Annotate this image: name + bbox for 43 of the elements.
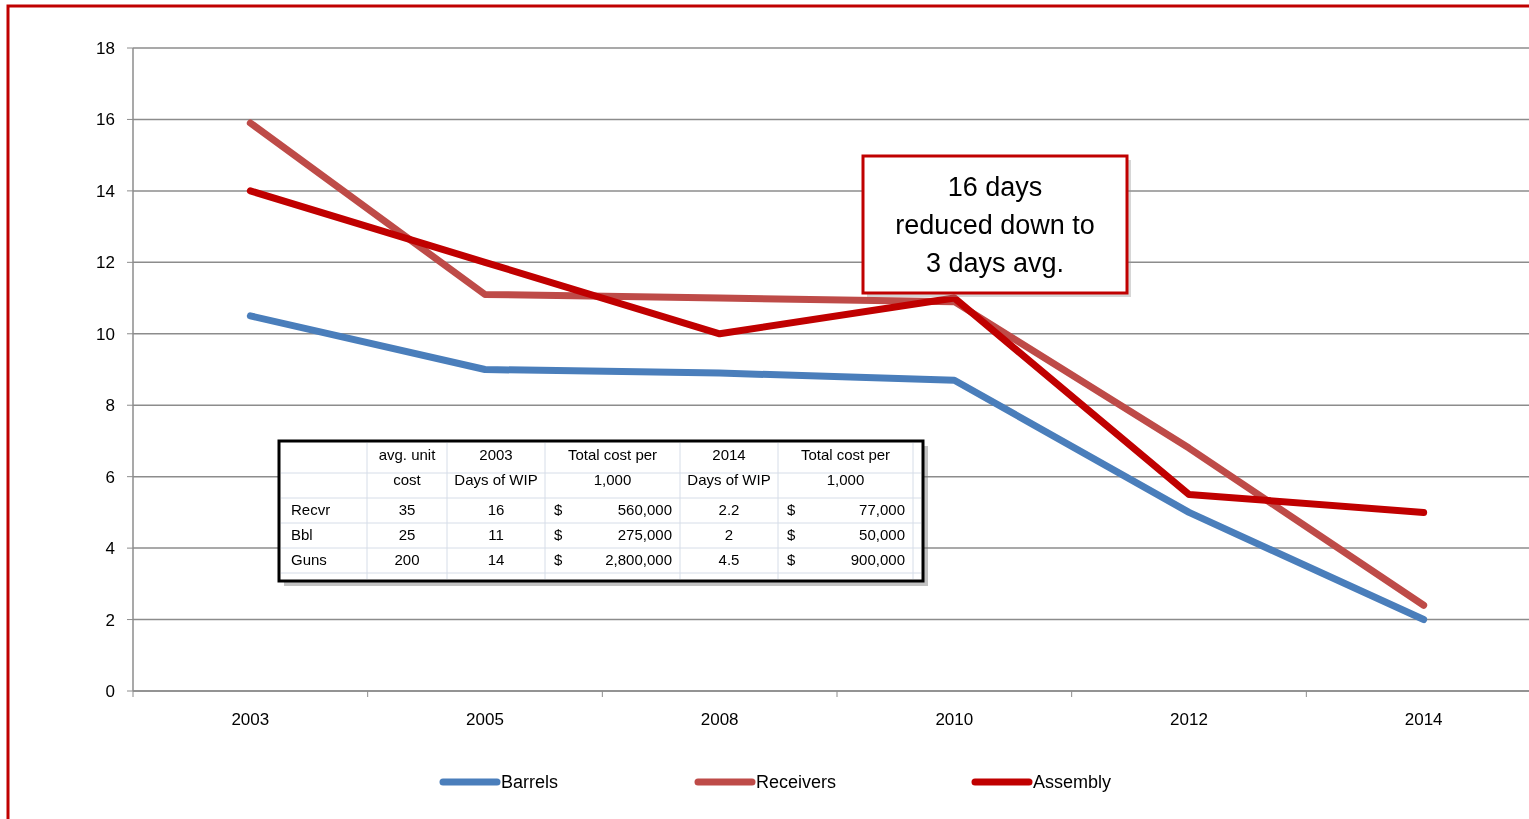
category-label: Total cost per 1,000 — [567, 446, 658, 488]
x-tick-label: 2003 — [231, 710, 270, 729]
text: $ 275,000 — [554, 526, 672, 543]
text: $ 900,000 — [787, 551, 905, 568]
text: $ 77,000 — [787, 501, 905, 518]
category-label: Bbl — [291, 526, 313, 543]
x-tick-label: 2005 — [466, 710, 504, 729]
category-label: avg. unit cost — [378, 446, 437, 488]
y-tick-label: 16 — [96, 110, 115, 130]
y-tick-label: 0 — [105, 681, 115, 701]
y-tick-label: 4 — [105, 539, 115, 559]
category-label: Guns — [291, 551, 327, 568]
text: 14 — [487, 551, 505, 568]
legend-label: Assembly — [1033, 772, 1112, 793]
category-label: Total cost per 1,000 — [800, 446, 891, 488]
text: 16 — [487, 501, 505, 518]
text: 11 — [488, 526, 504, 543]
text: 35 — [398, 501, 416, 518]
category-label: 2003 Days of WIP — [454, 446, 538, 488]
text: 2.2 — [718, 501, 740, 518]
legend-label: Receivers — [756, 772, 837, 793]
category-label: Recvr — [291, 501, 331, 518]
legend-label: Barrels — [501, 772, 559, 793]
y-tick-label: 18 — [96, 38, 115, 58]
text: 4.5 — [718, 551, 740, 568]
text: 2 — [724, 526, 734, 543]
category-label: 2014 Days of WIP — [687, 446, 771, 488]
y-tick-label: 2 — [105, 610, 115, 630]
y-tick-label: 14 — [96, 181, 115, 201]
x-tick-label: 2008 — [700, 710, 739, 729]
x-tick-label: 2010 — [935, 710, 974, 729]
y-tick-label: 12 — [96, 253, 115, 273]
annotation: 16 days reduced down to 3 days avg. — [895, 172, 1095, 278]
text: $ 560,000 — [554, 501, 672, 518]
y-tick-label: 10 — [96, 324, 115, 344]
text: 25 — [398, 526, 416, 543]
text: 200 — [394, 551, 420, 568]
text: $ 50,000 — [787, 526, 905, 543]
y-tick-label: 8 — [105, 396, 115, 416]
text: $ 2,800,000 — [554, 551, 672, 568]
y-tick-label: 6 — [105, 467, 115, 487]
x-tick-label: 2012 — [1170, 710, 1208, 729]
x-tick-label: 2014 — [1404, 710, 1443, 729]
